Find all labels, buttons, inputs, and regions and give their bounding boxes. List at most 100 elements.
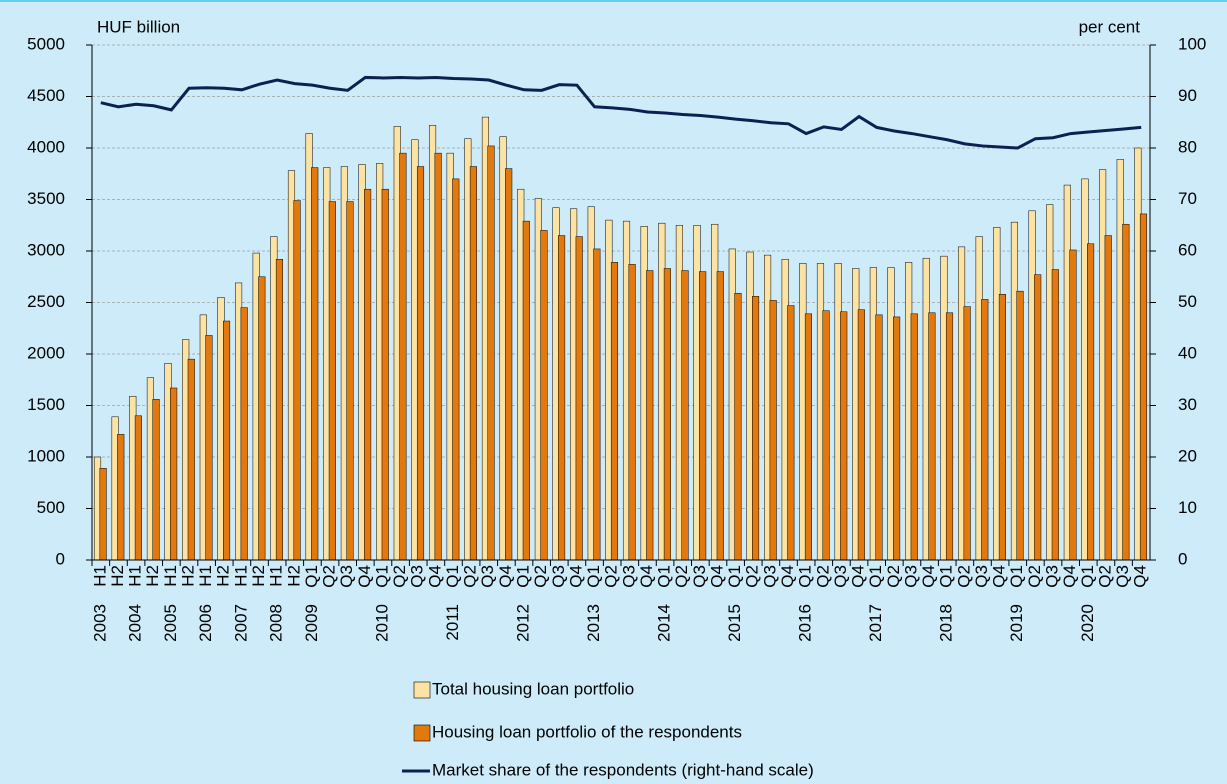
x-group-label: 2017 [866,604,885,642]
x-tick-label: Q2 [531,565,550,588]
x-tick-label: H1 [126,565,145,587]
x-tick-label: Q4 [566,565,585,588]
x-group-label: 2015 [725,604,744,642]
x-tick-label: Q1 [937,565,956,588]
x-tick-label: Q4 [849,565,868,588]
x-tick-label: Q4 [496,565,515,588]
x-tick-label: Q4 [637,565,656,588]
y2-tick-label: 80 [1178,137,1197,156]
bar [311,167,319,561]
bar [187,358,195,561]
x-group-label: 2004 [126,604,145,642]
x-group-label: 2003 [90,604,109,642]
x-tick-label: Q4 [778,565,797,588]
x-tick-label: Q2 [743,565,762,588]
y2-tick-label: 90 [1178,86,1197,105]
x-group-label: 2010 [372,604,391,642]
x-tick-label: Q4 [1131,565,1150,588]
x-group-label: 2011 [443,604,462,641]
bar [787,305,795,561]
x-group-label: 2006 [196,604,215,642]
y-tick-label: 1000 [27,446,65,465]
x-group-label: 2018 [937,604,956,642]
x-tick-label: Q3 [831,565,850,588]
bar [99,468,107,561]
x-tick-label: Q2 [461,565,480,588]
bar [998,294,1006,561]
x-tick-label: Q3 [901,565,920,588]
x-tick-label: Q3 [549,565,568,588]
x-tick-label: Q4 [425,565,444,588]
bar [1087,243,1095,561]
x-group-label: 2008 [267,604,286,642]
line-series [100,75,1142,150]
bar [593,248,601,561]
x-tick-label: Q2 [320,565,339,588]
legend-swatch [413,724,431,742]
legend-label: Market share of the respondents (right-h… [432,760,814,779]
bar [1069,249,1077,561]
bar [628,264,636,561]
bar [1034,274,1042,561]
bar [293,200,301,561]
bar [522,220,530,561]
x-tick-label: Q4 [1060,565,1079,588]
x-tick-label: Q3 [1113,565,1132,588]
y2-tick-label: 70 [1178,189,1197,208]
bar [681,270,689,561]
x-tick-label: Q2 [884,565,903,588]
bar [434,152,442,561]
bar [275,258,283,561]
bar [258,276,266,561]
x-tick-label: Q4 [355,565,374,588]
x-group-label: 2016 [796,604,815,642]
x-tick-label: Q3 [619,565,638,588]
legend-swatch [413,681,431,699]
bar [610,262,619,561]
y2-tick-label: 0 [1178,549,1187,568]
bar [240,307,248,561]
x-tick-label: Q1 [584,565,603,588]
x-tick-label: H1 [161,565,180,587]
y2-tick-label: 30 [1178,395,1197,414]
legend-label: Total housing loan portfolio [432,679,634,698]
y2-tick-label: 10 [1178,498,1197,517]
x-tick-label: Q2 [672,565,691,588]
x-group-label: 2012 [514,604,533,642]
x-tick-label: Q3 [690,565,709,588]
bar [769,300,777,561]
x-tick-label: Q1 [443,565,462,588]
y-tick-label: 0 [56,549,65,568]
x-tick-label: Q1 [796,565,815,588]
bar [575,236,583,561]
bar [152,399,160,561]
x-group-label: 2009 [302,604,321,642]
bar [134,415,142,561]
x-tick-label: Q3 [478,565,497,588]
y2-tick-label: 60 [1178,240,1197,259]
bar [981,299,989,561]
bar [716,271,724,561]
bar [399,152,407,561]
x-tick-label: Q2 [1025,565,1044,588]
x-tick-label: H1 [196,565,215,587]
bar [328,201,336,561]
bar [804,313,813,561]
bar [822,310,830,561]
x-tick-label: Q1 [514,565,533,588]
y-tick-label: 5000 [27,34,65,53]
x-tick-label: H1 [90,565,109,587]
x-tick-label: Q2 [1095,565,1114,588]
x-tick-label: H2 [214,565,233,587]
bar [840,311,848,561]
bar [416,166,425,561]
x-tick-label: Q3 [760,565,779,588]
y2-axis-title: per cent [1079,17,1141,36]
x-tick-label: Q3 [337,565,356,588]
bar [963,306,971,561]
x-tick-label: Q1 [302,565,321,588]
x-tick-label: Q1 [655,565,674,588]
bar [170,387,178,561]
x-tick-label: Q1 [866,565,885,588]
